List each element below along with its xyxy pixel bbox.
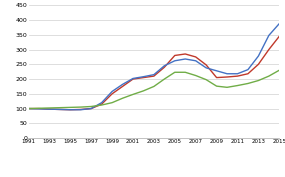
US xyxy=(246,82,250,85)
SI xyxy=(204,64,208,66)
SI xyxy=(215,76,218,79)
US xyxy=(89,105,93,108)
SI xyxy=(194,56,198,58)
US xyxy=(37,107,41,109)
SF xyxy=(194,60,198,62)
US xyxy=(27,107,30,110)
US xyxy=(267,75,270,77)
Legend: SI, SF, US: SI, SF, US xyxy=(121,174,187,177)
SF xyxy=(163,65,166,67)
SI xyxy=(267,48,270,51)
SF xyxy=(236,73,239,75)
US xyxy=(163,78,166,80)
US xyxy=(215,85,218,87)
SF xyxy=(131,77,135,79)
SF xyxy=(48,108,51,110)
SF xyxy=(215,70,218,72)
US xyxy=(142,90,145,92)
SF xyxy=(225,73,229,75)
US xyxy=(100,104,103,106)
SF xyxy=(257,55,260,57)
US xyxy=(152,85,156,87)
US xyxy=(204,79,208,81)
SI xyxy=(27,107,30,110)
SF xyxy=(204,67,208,69)
SI xyxy=(58,108,62,110)
US xyxy=(278,69,281,71)
US xyxy=(131,93,135,95)
SF xyxy=(89,107,93,110)
Line: US: US xyxy=(28,70,279,109)
US xyxy=(194,75,198,77)
SF xyxy=(246,68,250,71)
US xyxy=(58,107,62,109)
SI xyxy=(225,76,229,78)
SI xyxy=(173,54,176,56)
US xyxy=(225,86,229,88)
SF xyxy=(267,34,270,36)
SF xyxy=(79,109,82,111)
US xyxy=(257,79,260,82)
US xyxy=(79,106,82,108)
SF xyxy=(278,22,281,25)
Line: SI: SI xyxy=(28,36,279,110)
SF xyxy=(37,108,41,110)
SI xyxy=(100,103,103,105)
SI xyxy=(257,63,260,65)
US xyxy=(121,97,124,99)
SF xyxy=(142,76,145,78)
SI xyxy=(79,108,82,110)
SF xyxy=(100,102,103,104)
SI xyxy=(163,66,166,68)
SF xyxy=(121,83,124,85)
SI xyxy=(131,78,135,80)
SF xyxy=(58,108,62,110)
SI xyxy=(278,35,281,37)
SI xyxy=(89,107,93,110)
SI xyxy=(184,53,187,55)
SF xyxy=(184,58,187,60)
SI xyxy=(246,73,250,75)
US xyxy=(48,107,51,109)
SI xyxy=(48,108,51,110)
SI xyxy=(37,107,41,110)
SI xyxy=(152,75,156,77)
SI xyxy=(121,85,124,87)
SI xyxy=(69,109,72,111)
US xyxy=(110,102,114,104)
SI xyxy=(236,75,239,77)
SF xyxy=(173,60,176,62)
Line: SF: SF xyxy=(28,24,279,110)
US xyxy=(69,106,72,109)
US xyxy=(184,71,187,73)
US xyxy=(236,84,239,87)
SF xyxy=(110,90,114,93)
US xyxy=(173,71,176,73)
SI xyxy=(142,76,145,79)
SF xyxy=(27,107,30,110)
SF xyxy=(152,74,156,76)
SF xyxy=(69,109,72,111)
SI xyxy=(110,93,114,95)
